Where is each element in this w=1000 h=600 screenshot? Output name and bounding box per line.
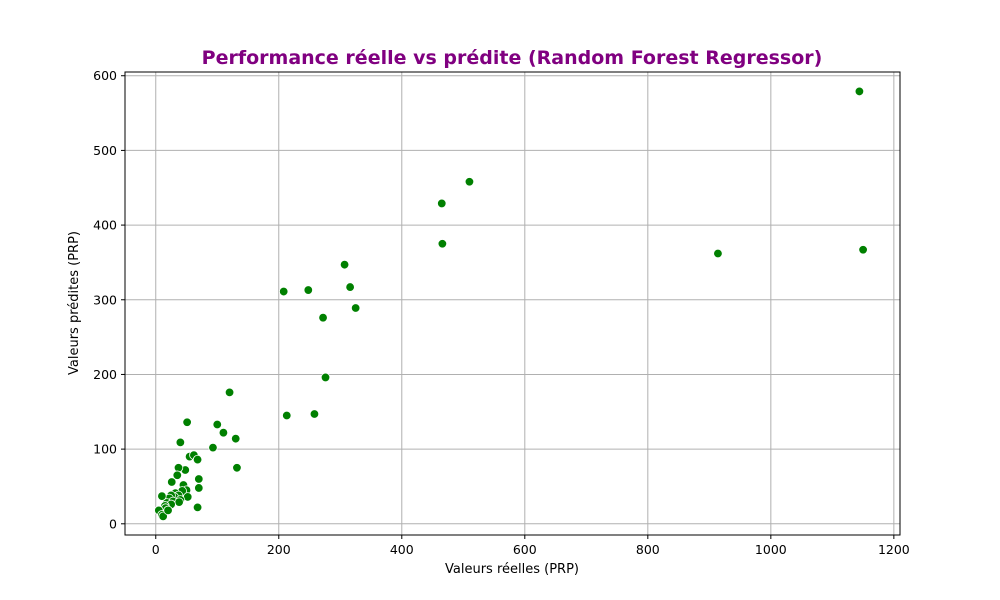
chart-title: Performance réelle vs prédite (Random Fo… [202, 47, 823, 69]
x-axis-label: Valeurs réelles (PRP) [445, 562, 579, 577]
x-tick-label: 800 [636, 542, 660, 557]
scatter-point [464, 177, 475, 187]
scatter-point [212, 419, 222, 430]
scatter-point [192, 454, 203, 465]
scatter-point [858, 245, 868, 255]
scatter-point [175, 437, 186, 448]
y-tick-label: 300 [93, 292, 117, 307]
scatter-point [167, 477, 177, 487]
scatter-point [231, 433, 241, 444]
scatter-point [194, 483, 204, 493]
x-tick-label: 400 [390, 542, 414, 557]
plot-frame [124, 71, 901, 536]
scatter-point [174, 497, 184, 507]
scatter-point [854, 86, 865, 97]
y-axis-label: Valeurs prédites (PRP) [67, 231, 82, 375]
scatter-point [232, 463, 242, 473]
scatter-point [192, 502, 203, 513]
scatter-point [278, 286, 289, 297]
scatter-point [218, 427, 229, 438]
x-tick-label: 0 [152, 542, 160, 557]
scatter-point [208, 442, 218, 453]
scatter-point [437, 239, 448, 249]
scatter-point [172, 470, 182, 480]
x-tick-label: 200 [267, 542, 291, 557]
scatter-point [303, 285, 313, 295]
x-tick-label: 1000 [755, 542, 787, 557]
scatter-point [224, 387, 235, 398]
scatter-point [158, 511, 168, 522]
scatter-point [282, 410, 292, 421]
grid-layer [125, 72, 900, 535]
y-tick-label: 500 [93, 143, 117, 158]
scatter-point [157, 491, 167, 501]
y-tick-label: 400 [93, 218, 117, 233]
scatter-point [182, 417, 192, 427]
scatter-point [345, 282, 355, 292]
y-tick-label: 600 [93, 68, 117, 83]
scatter-point [320, 372, 331, 383]
x-tick-label: 600 [513, 542, 537, 557]
scatter-point [194, 474, 204, 484]
scatter-point [350, 303, 361, 313]
x-tick-label: 1200 [878, 542, 910, 557]
ticks-layer: 0 200 400 600 800 1000 1200 0 100 200 300 400 500 600 [93, 68, 910, 557]
y-tick-label: 200 [93, 367, 117, 382]
y-tick-label: 100 [93, 442, 117, 457]
scatter-point [309, 409, 320, 419]
scatter-point [318, 312, 328, 323]
scatter-point [713, 248, 723, 259]
scatter-point [163, 505, 173, 516]
scatter-point [437, 198, 447, 209]
points-layer [154, 86, 868, 522]
y-tick-label: 0 [109, 516, 117, 531]
scatter-point [339, 259, 350, 270]
